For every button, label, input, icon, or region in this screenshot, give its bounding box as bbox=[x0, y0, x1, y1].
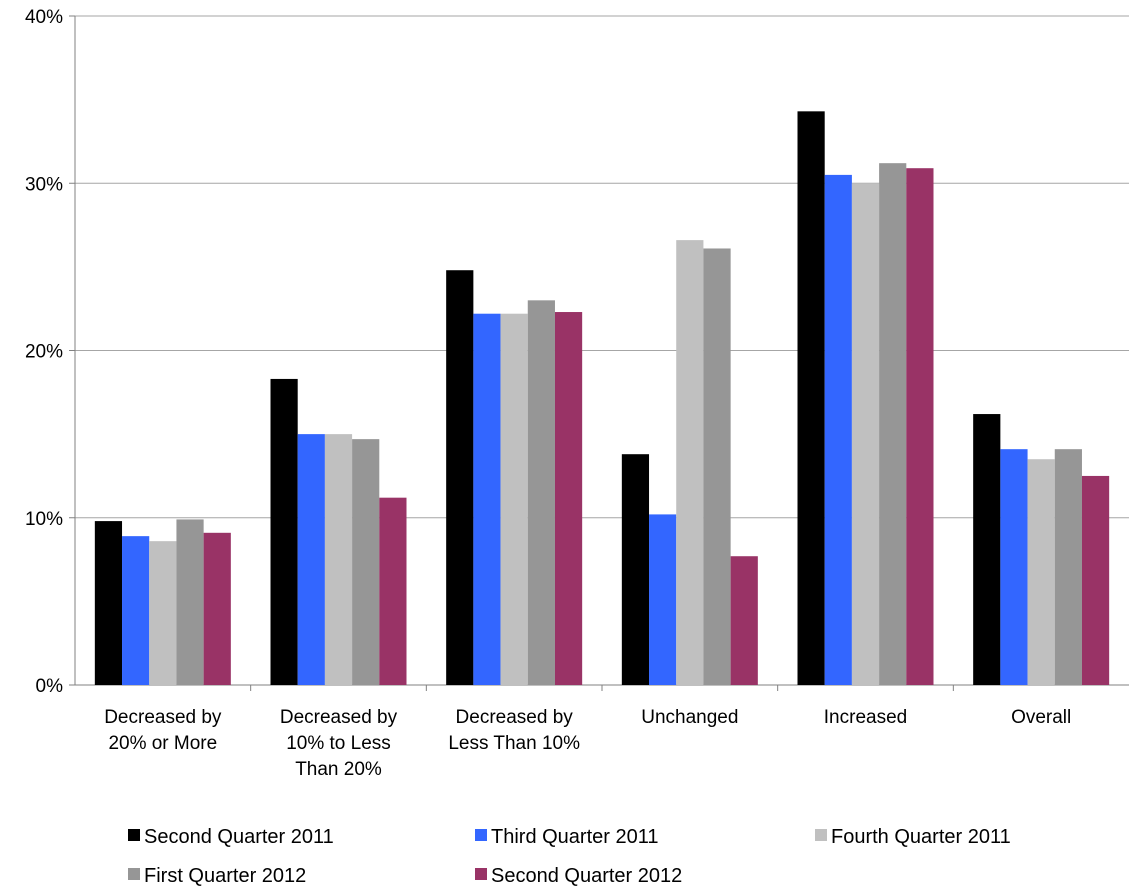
x-category-label: Decreased by 10% to Less Than 20% bbox=[280, 707, 398, 780]
bars bbox=[94, 111, 1110, 686]
bar bbox=[703, 248, 731, 686]
bar bbox=[1027, 459, 1055, 685]
bar bbox=[649, 514, 677, 685]
bar bbox=[527, 300, 555, 685]
axes bbox=[69, 15, 1129, 691]
bar bbox=[621, 454, 650, 685]
legend-swatch bbox=[128, 829, 140, 841]
x-category-label: Overall bbox=[1011, 707, 1071, 728]
bar bbox=[352, 439, 380, 685]
y-tick-label: 10% bbox=[25, 509, 63, 530]
legend-label: Fourth Quarter 2011 bbox=[831, 826, 1011, 848]
bar bbox=[824, 174, 852, 685]
bar bbox=[1000, 449, 1028, 685]
legend-label: First Quarter 2012 bbox=[144, 865, 306, 887]
legend-label: Second Quarter 2011 bbox=[144, 826, 334, 848]
bar bbox=[1054, 449, 1082, 685]
legend: Second Quarter 2011 Third Quarter 2011 Fou… bbox=[128, 826, 1011, 887]
labels: 0% 10% 20% 30% 40% Decreased by 20% or More Dec… bbox=[25, 7, 1071, 780]
x-category-label: Decreased by Less Than 10% bbox=[448, 707, 580, 754]
bar bbox=[851, 183, 880, 685]
bar bbox=[473, 313, 501, 685]
bar bbox=[500, 313, 528, 685]
bar bbox=[554, 312, 583, 685]
bar bbox=[176, 519, 204, 685]
bar bbox=[122, 536, 150, 685]
y-tick-label: 30% bbox=[25, 174, 63, 195]
x-category-label: Unchanged bbox=[641, 707, 738, 728]
bar bbox=[730, 556, 758, 685]
bar bbox=[1081, 475, 1110, 685]
bar bbox=[270, 378, 298, 685]
bar bbox=[149, 541, 177, 685]
bar bbox=[379, 497, 407, 685]
bar bbox=[676, 240, 704, 686]
x-category-label: Decreased by 20% or More bbox=[104, 707, 222, 754]
bar bbox=[94, 521, 123, 685]
legend-swatch bbox=[475, 868, 487, 880]
x-category-label: Increased bbox=[824, 707, 907, 728]
bar bbox=[906, 168, 934, 685]
legend-swatch bbox=[475, 829, 487, 841]
gridlines bbox=[75, 15, 1129, 519]
legend-label: Second Quarter 2012 bbox=[491, 865, 682, 887]
bar bbox=[879, 163, 907, 685]
y-tick-label: 20% bbox=[25, 342, 63, 363]
y-tick-label: 40% bbox=[25, 7, 63, 28]
legend-swatch bbox=[815, 829, 827, 841]
bar bbox=[973, 414, 1001, 685]
legend-label: Third Quarter 2011 bbox=[491, 826, 659, 848]
y-tick-label: 0% bbox=[36, 676, 64, 697]
bar bbox=[797, 111, 825, 685]
bar bbox=[324, 434, 353, 685]
bar bbox=[297, 434, 325, 685]
bar bbox=[446, 270, 474, 685]
bar bbox=[203, 532, 231, 685]
legend-swatch bbox=[128, 868, 140, 880]
